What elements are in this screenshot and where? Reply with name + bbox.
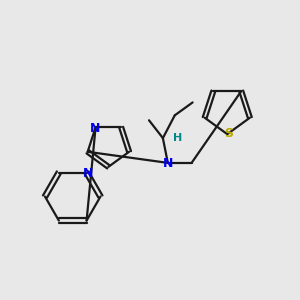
Text: N: N: [163, 158, 173, 170]
Text: H: H: [173, 133, 182, 143]
Text: S: S: [224, 127, 233, 140]
Text: N: N: [82, 167, 93, 180]
Text: N: N: [89, 122, 100, 135]
